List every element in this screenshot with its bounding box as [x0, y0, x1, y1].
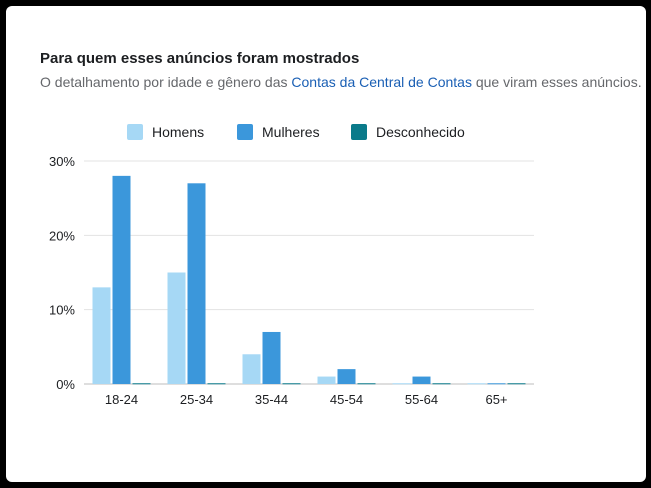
y-tick-label: 10% [49, 303, 75, 318]
bar-homens-65+[interactable] [467, 383, 486, 385]
bar-desconhecido-25-34[interactable] [207, 383, 226, 385]
bar-mulheres-55-64[interactable] [412, 376, 431, 384]
legend-swatch [351, 124, 367, 140]
bar-mulheres-25-34[interactable] [187, 183, 206, 384]
legend-label: Desconhecido [376, 124, 465, 140]
chart-bars [92, 175, 526, 385]
bar-desconhecido-35-44[interactable] [282, 383, 301, 385]
y-axis: 0% 10% 20% 30% [49, 154, 75, 392]
x-tick-label: 65+ [485, 392, 507, 407]
bar-desconhecido-65+[interactable] [507, 383, 526, 385]
accounts-center-link[interactable]: Contas da Central de Contas [291, 74, 472, 90]
bar-desconhecido-18-24[interactable] [132, 383, 151, 385]
bar-mulheres-65+[interactable] [487, 383, 506, 385]
bar-desconhecido-55-64[interactable] [432, 383, 451, 385]
y-tick-label: 0% [56, 377, 75, 392]
x-tick-label: 55-64 [405, 392, 438, 407]
legend-label: Mulheres [262, 124, 320, 140]
x-tick-label: 25-34 [180, 392, 213, 407]
bar-homens-25-34[interactable] [167, 272, 186, 385]
chart-subtitle: O detalhamento por idade e gênero das Co… [40, 74, 642, 90]
legend-swatch [127, 124, 143, 140]
bar-mulheres-35-44[interactable] [262, 331, 281, 384]
legend-label: Homens [152, 124, 204, 140]
chart-gridlines [84, 160, 534, 385]
x-tick-label: 18-24 [105, 392, 138, 407]
subtitle-text-before: O detalhamento por idade e gênero das [40, 74, 292, 90]
y-tick-label: 30% [49, 154, 75, 169]
subtitle-text-after: que viram esses anúncios. [471, 74, 642, 90]
chart-legend: Homens Mulheres Desconhecido [127, 124, 465, 140]
bar-mulheres-18-24[interactable] [112, 175, 131, 384]
bar-homens-18-24[interactable] [92, 287, 111, 384]
bar-homens-35-44[interactable] [242, 354, 261, 384]
y-tick-label: 20% [49, 228, 75, 243]
bar-homens-55-64[interactable] [392, 383, 411, 385]
chart-title: Para quem esses anúncios foram mostrados [40, 50, 360, 67]
x-axis: 18-24 25-34 35-44 45-54 55-64 65+ [105, 392, 508, 407]
x-tick-label: 45-54 [330, 392, 363, 407]
bar-homens-45-54[interactable] [317, 376, 336, 384]
x-tick-label: 35-44 [255, 392, 288, 407]
bar-mulheres-45-54[interactable] [337, 369, 356, 384]
legend-swatch [237, 124, 253, 140]
bar-desconhecido-45-54[interactable] [357, 383, 376, 385]
